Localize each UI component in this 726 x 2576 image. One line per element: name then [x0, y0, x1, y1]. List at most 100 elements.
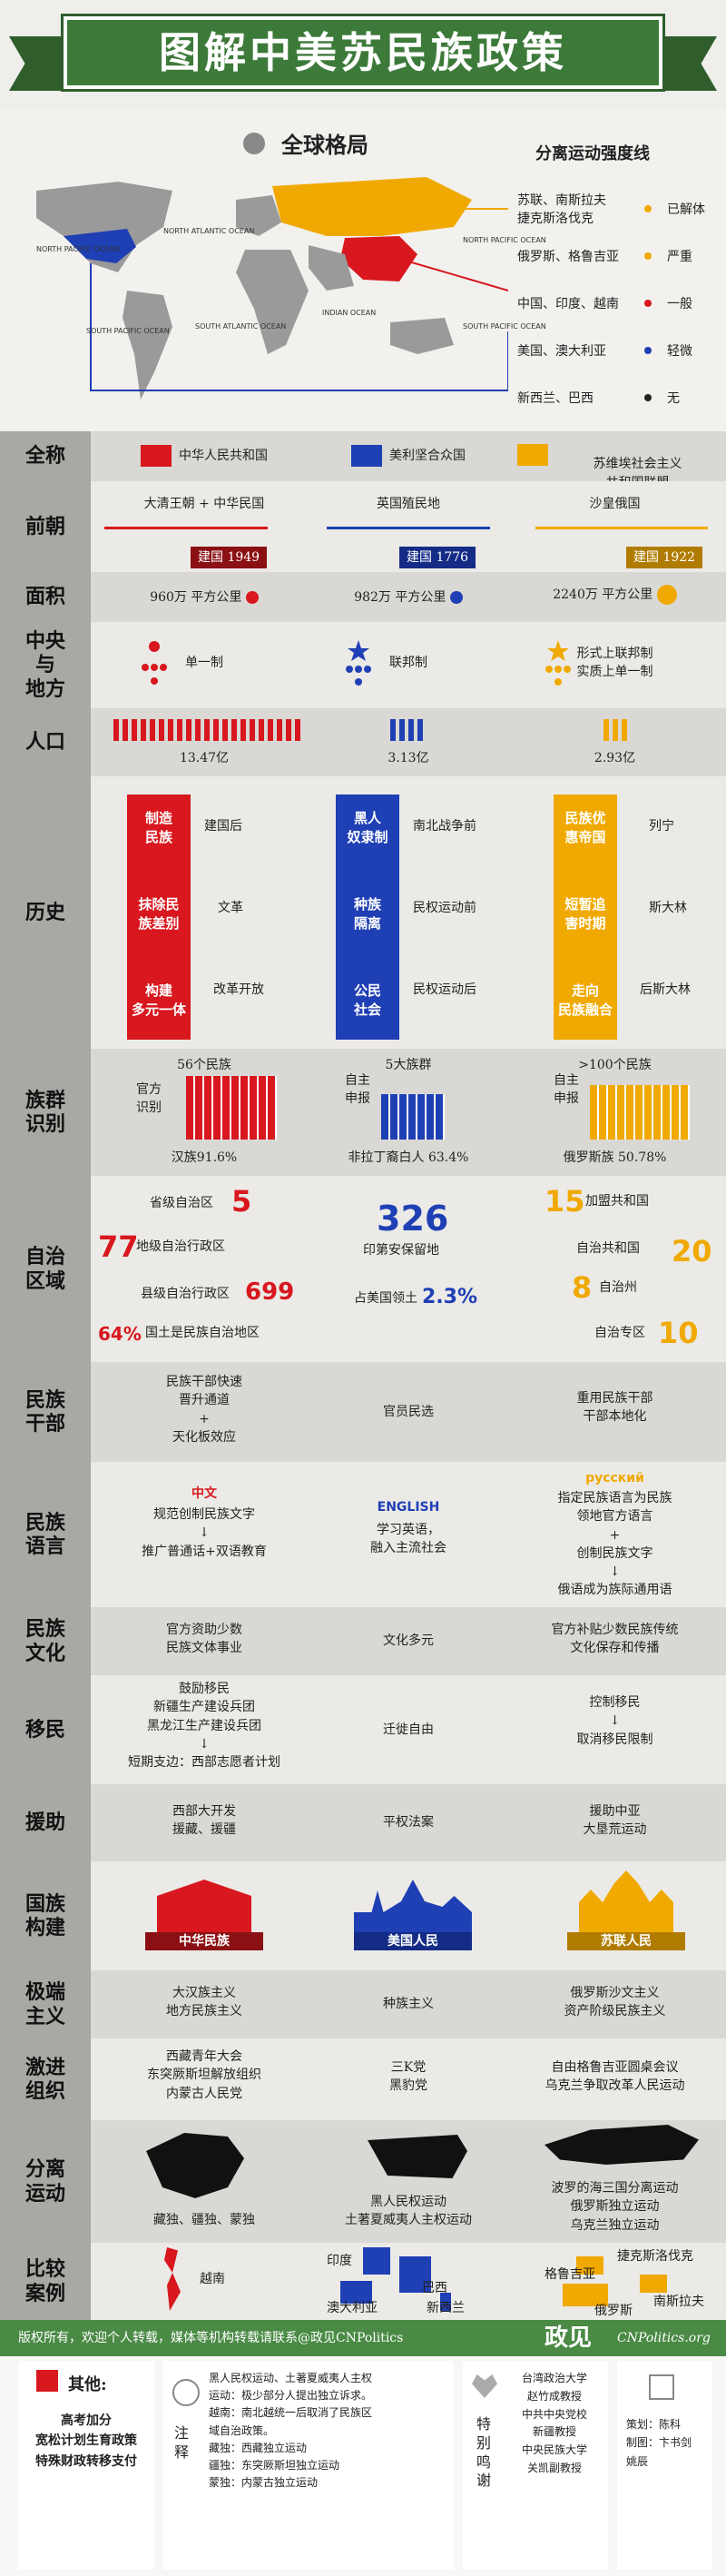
ussr-separatism-map-icon	[544, 2125, 699, 2165]
history-timeline-ussr	[554, 795, 617, 1040]
globe-icon	[243, 133, 265, 154]
founding-badge-usa: 建国 1776	[399, 547, 476, 569]
statue-of-liberty-icon	[354, 1880, 472, 1934]
ethnic-grid-ussr	[590, 1085, 690, 1140]
ocean-label: NORTH PACIFIC OCEAN	[463, 236, 546, 244]
population-icons-ussr	[603, 719, 631, 741]
row-central-local: 中央 与 地方 单一制 联邦制 形式上联邦制 实质上单一制	[0, 622, 726, 708]
world-map	[36, 177, 508, 400]
area-china: 960万 平方公里	[100, 588, 309, 607]
timeline-usa	[327, 527, 490, 529]
ussr-map-icon	[517, 444, 548, 466]
legend-row: 中国、印度、越南 一般	[517, 297, 692, 311]
usa-shape	[64, 229, 136, 263]
ussr-shape	[272, 177, 472, 236]
legend-dot	[644, 252, 652, 260]
population-icons-china	[113, 719, 304, 741]
ribbon-right	[653, 36, 717, 91]
ethnic-grid-china	[186, 1076, 277, 1140]
header: 图解中美苏民族政策	[0, 0, 726, 109]
yugoslavia-map-icon	[640, 2275, 667, 2293]
row-population: 人口 13.47亿 3.13亿 2.93亿	[0, 708, 726, 776]
copyright-band: 版权所有，欢迎个人转载，媒体等机构转载请联系@政见CNPolitics 政见 C…	[0, 2320, 726, 2356]
ocean-label: SOUTH PACIFIC OCEAN	[86, 327, 170, 335]
history-timeline-china	[127, 795, 191, 1040]
ethnic-grid-usa	[381, 1094, 445, 1140]
georgia-map-icon	[576, 2256, 603, 2275]
new-zealand-map-icon	[440, 2293, 451, 2311]
legend-row: 新西兰、巴西 无	[517, 391, 680, 406]
legend-connector-china	[398, 258, 508, 291]
brazil-map-icon	[399, 2256, 431, 2293]
footer-notes: 其他: 高考加分 宽松计划生育政策 特殊财政转移支付 注 释 黑人民权运动、土著…	[0, 2356, 726, 2576]
row-extremism: 极端 主义 大汉族主义 地方民族主义 种族主义 俄罗斯沙文主义 资产阶级民族主义	[0, 1970, 726, 2038]
timeline-china	[104, 527, 268, 529]
page-title: 图解中美苏民族政策	[64, 16, 662, 89]
row-radical-orgs: 激进 组织 西藏青年大会 东突厥斯坦解放组织 内蒙古人民党 三K党 黑豹党 自由…	[0, 2038, 726, 2120]
fullname-china: 中华人民共和国	[100, 445, 309, 467]
fullname-usa: 美利坚合众国	[309, 445, 508, 467]
ocean-label: NORTH PACIFIC OCEAN	[36, 245, 120, 253]
global-map-section: 全球格局 分离运动强度线 NORTH PACIFIC OCEAN NORTH A…	[0, 118, 726, 427]
brand-logo: 政见	[544, 2324, 593, 2352]
row-culture: 民族 文化 官方资助少数 民族文体事业 文化多元 官方补贴少数民族传统 文化保存…	[0, 1607, 726, 1675]
founding-badge-china: 建国 1949	[191, 547, 268, 569]
unitary-hierarchy-icon	[141, 640, 168, 686]
credits-box: 策划：陈科 制图：卞书剑 姚辰	[617, 2361, 712, 2570]
north-america-shape	[36, 182, 172, 272]
russia-map-icon	[563, 2284, 608, 2306]
legend-row: 美国、澳大利亚 轻微	[517, 344, 692, 359]
thanks-box: 特 别 鸣 谢 台湾政治大学 赵竹成教授 中共中央党校 新疆教授 中央民族大学 …	[463, 2361, 608, 2570]
row-comparative-cases: 比较 案例 越南 印度 巴西 澳大利亚 新西兰 捷克斯洛伐克 格鲁吉亚 南斯拉夫…	[0, 2243, 726, 2320]
china-map-icon	[141, 445, 172, 467]
legend-row: 苏联、南斯拉夫 捷克斯洛伐克 已解体	[517, 193, 705, 226]
legend-dot	[644, 347, 652, 354]
federal-hierarchy-icon	[345, 640, 372, 686]
brand-site: CNPolitics.org	[617, 2331, 711, 2345]
india-map-icon	[363, 2247, 390, 2275]
other-policies-box: 其他: 高考加分 宽松计划生育政策 特殊财政转移支付	[18, 2361, 154, 2570]
vietnam-map-icon	[164, 2247, 181, 2311]
row-previous: 前朝 大清王朝 + 中华民国 建国 1949 英国殖民地 建国 1776 沙皇俄…	[0, 481, 726, 572]
china-map-icon	[36, 2370, 58, 2392]
row-ethnic-identification: 族群 识别 56个民族 官方 识别 汉族91.6% 5大族群 自主 申报 非拉丁…	[0, 1049, 726, 1176]
st-basil-cathedral-icon	[579, 1870, 673, 1934]
legend-connector-usa	[90, 263, 508, 391]
founding-badge-ussr: 建国 1922	[626, 547, 703, 569]
australia-map-icon	[340, 2281, 372, 2304]
separation-legend: 苏联、南斯拉夫 捷克斯洛伐克 已解体 俄罗斯、格鲁吉亚 严重 中国、印度、越南 …	[517, 191, 717, 427]
legend-dot	[644, 394, 652, 401]
asia-south-shape	[309, 245, 354, 291]
heart-icon	[472, 2374, 497, 2398]
usa-map-icon	[351, 445, 382, 467]
history-timeline-usa	[336, 795, 399, 1040]
search-icon	[172, 2379, 200, 2406]
ocean-label: SOUTH ATLANTIC OCEAN	[195, 322, 287, 331]
row-autonomy: 自治 区域 省级自治区 5 77 地级自治行政区 县级自治行政区 699 64%…	[0, 1176, 726, 1362]
area-usa: 982万 平方公里	[309, 588, 508, 607]
africa-shape	[236, 250, 309, 354]
ocean-label: SOUTH PACIFIC OCEAN	[463, 322, 546, 331]
china-shape	[340, 236, 417, 281]
ussr-hierarchy-icon	[544, 640, 572, 686]
south-america-shape	[123, 291, 172, 400]
row-language: 民族 语言 中文 规范创制民族文字 ↓ 推广普通话+双语教育 ENGLISH 学…	[0, 1462, 726, 1607]
area-circle	[449, 591, 463, 604]
population-icons-usa	[390, 719, 427, 741]
row-aid: 援助 西部大开发 援藏、援疆 平权法案 援助中亚 大垦荒运动	[0, 1784, 726, 1861]
china-separatism-map-icon	[146, 2133, 244, 2198]
legend-row: 俄罗斯、格鲁吉亚 严重	[517, 250, 692, 264]
legend-dot	[644, 205, 652, 212]
usa-separatism-map-icon	[368, 2135, 467, 2178]
map-title: 全球格局	[281, 132, 368, 158]
row-separatism: 分离 运动 藏独、疆独、蒙独 黑人民权运动 土著夏威夷人主权运动 波罗的海三国分…	[0, 2120, 726, 2243]
row-migration: 移民 鼓励移民 新疆生产建设兵团 黑龙江生产建设兵团 ↓ 短期支边：西部志愿者计…	[0, 1675, 726, 1784]
area-circle	[656, 585, 677, 605]
pencil-icon	[649, 2374, 674, 2400]
row-history: 历史 制造 民族 抹除民 族差别 构建 多元一体 建国后 文革 改革开放 黑人 …	[0, 776, 726, 1049]
australia-shape	[390, 318, 454, 354]
notes-box: 注 释 黑人民权运动、土著夏威夷人主权 运动：极少部分人提出独立诉求。 越南：南…	[163, 2361, 454, 2570]
row-fullname: 全称 中华人民共和国 美利坚合众国 苏维埃社会主义 共和国联盟	[0, 431, 726, 490]
area-circle	[245, 591, 259, 604]
